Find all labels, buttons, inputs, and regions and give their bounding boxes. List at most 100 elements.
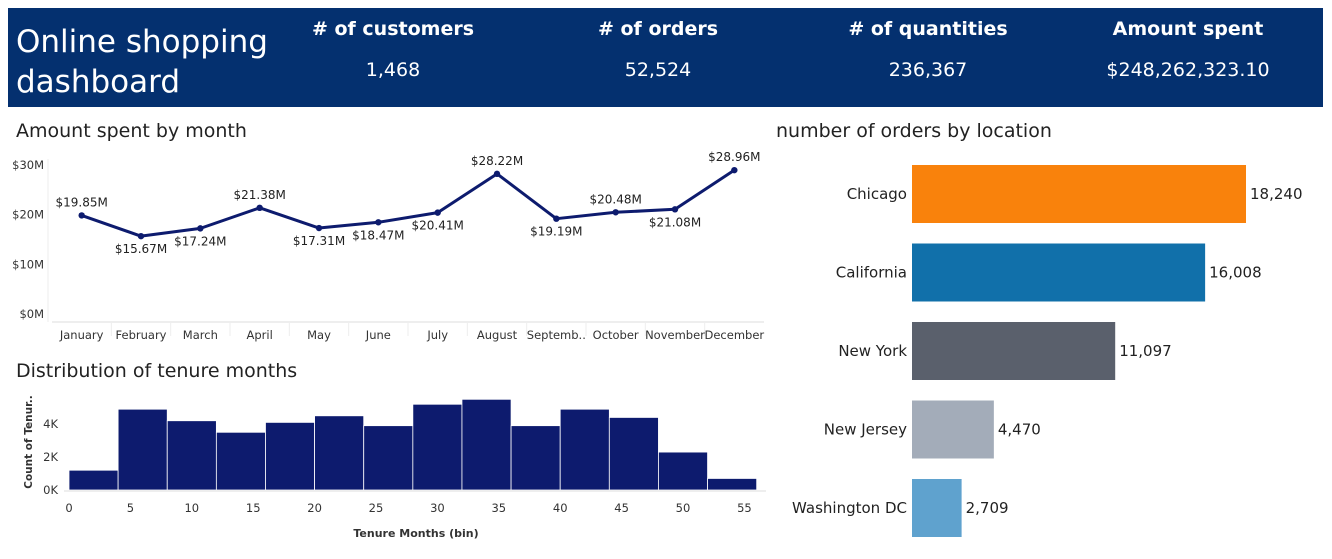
histogram-bar: [363, 425, 414, 491]
y-tick-label: $30M: [12, 158, 44, 172]
orders-by-location-chart: Chicago 18,240 California 16,008 New York 11,…: [792, 165, 1303, 537]
bar-value-label: 4,470: [998, 421, 1041, 439]
orders-by-location-title: number of orders by location: [776, 120, 1052, 142]
histogram-bar: [461, 398, 512, 491]
data-point: [315, 224, 323, 232]
histogram-bar: [559, 408, 610, 491]
bar: [912, 322, 1116, 380]
histogram-bar: [215, 431, 266, 491]
x-tick-label: 45: [614, 501, 629, 515]
histogram-bar: [68, 469, 119, 491]
bar: [912, 400, 994, 459]
x-tick-label: 55: [737, 501, 752, 515]
data-point: [197, 225, 204, 232]
data-label: $20.48M: [589, 192, 641, 206]
data-label: $15.67M: [115, 242, 167, 256]
y-tick-label: $20M: [12, 208, 44, 222]
histogram-bar: [608, 417, 659, 491]
data-label: $19.19M: [530, 225, 582, 239]
dashboard-title-line1: Online shopping: [16, 24, 268, 60]
bar: [912, 243, 1206, 302]
kpi-customers-label: # of customers: [311, 18, 475, 40]
data-point: [137, 232, 145, 240]
kpi-quantities-value: 236,367: [888, 59, 968, 81]
data-point: [375, 219, 382, 226]
y-tick-label: $0M: [19, 307, 44, 321]
data-label: $28.22M: [471, 154, 523, 168]
y-tick-label: 2K: [43, 450, 58, 464]
bar: [912, 165, 1246, 223]
x-tick-label: March: [183, 328, 218, 342]
dashboard-title: Online shopping dashboard: [16, 22, 276, 102]
bar: [912, 479, 962, 537]
x-axis-title: Tenure Months (bin): [353, 527, 478, 540]
kpi-amount-label: Amount spent: [1112, 18, 1264, 40]
x-tick-label: 40: [553, 501, 568, 515]
x-tick-label: 0: [65, 501, 72, 515]
bar-value-label: 18,240: [1250, 185, 1303, 203]
x-tick-label: May: [307, 328, 331, 342]
x-tick-label: 30: [430, 501, 445, 515]
x-tick-label: 50: [676, 501, 691, 515]
data-label: $21.08M: [649, 215, 701, 229]
data-point: [493, 170, 501, 178]
data-point: [78, 212, 85, 219]
kpi-amount: Amount spent $248,262,323.10: [1088, 8, 1288, 82]
kpi-quantities-label: # of quantities: [848, 18, 1008, 40]
histogram-bar: [510, 425, 561, 491]
bar-value-label: 16,008: [1209, 264, 1262, 282]
x-tick-label: October: [593, 328, 639, 342]
bar-category-label: California: [836, 264, 907, 282]
kpi-customers-value: 1,468: [365, 59, 421, 81]
x-tick-label: 5: [127, 501, 134, 515]
histogram-bar: [314, 415, 365, 491]
data-label: $17.31M: [293, 234, 345, 248]
bar-category-label: New Jersey: [824, 421, 907, 439]
x-tick-label: April: [247, 328, 273, 342]
histogram-bar: [117, 408, 168, 491]
amount-by-month-chart: $0M $10M $20M $30M January February March April…: [12, 150, 765, 342]
data-label: $17.24M: [174, 234, 226, 248]
histogram-bar: [658, 451, 708, 491]
bar-value-label: 2,709: [966, 499, 1009, 517]
dashboard-header: Online shopping dashboard # of customers…: [8, 8, 1323, 107]
histogram-bar: [265, 421, 316, 491]
x-tick-label: 15: [246, 501, 261, 515]
y-tick-label: 4K: [43, 417, 58, 431]
data-label: $18.47M: [352, 228, 404, 242]
data-point: [731, 166, 738, 174]
tenure-distribution-chart: 0K 2K 4K 0 5 10 15 20 25 30 35 40 45 50 55 Tenure Month…: [23, 395, 766, 540]
data-label: $19.85M: [55, 195, 107, 209]
x-tick-label: February: [116, 328, 167, 342]
x-tick-label: 20: [307, 501, 322, 515]
series-line: [81, 168, 736, 238]
x-tick-label: Septemb..: [527, 328, 586, 342]
x-tick-label: 35: [491, 501, 506, 515]
x-tick-label: June: [365, 328, 391, 342]
kpi-orders: # of orders 52,524: [568, 8, 748, 82]
kpi-orders-label: # of orders: [597, 18, 719, 40]
tenure-distribution-title: Distribution of tenure months: [16, 360, 298, 382]
x-tick-label: January: [59, 328, 104, 342]
bar-category-label: New York: [838, 342, 907, 360]
kpi-quantities: # of quantities 236,367: [828, 8, 1028, 82]
histogram-bar: [412, 403, 463, 491]
data-label: $20.41M: [411, 219, 463, 233]
data-point: [612, 209, 619, 216]
x-tick-label: December: [705, 328, 765, 342]
x-tick-label: August: [477, 328, 518, 342]
data-point: [553, 215, 560, 222]
x-tick-label: July: [426, 328, 448, 342]
bar-value-label: 11,097: [1119, 342, 1172, 360]
kpi-amount-value: $248,262,323.10: [1106, 59, 1270, 81]
data-point: [434, 209, 441, 216]
x-tick-label: 25: [369, 501, 384, 515]
data-point: [671, 206, 679, 213]
data-point: [256, 204, 263, 212]
y-tick-label: $10M: [12, 257, 44, 271]
x-tick-label: November: [645, 328, 705, 342]
kpi-orders-value: 52,524: [624, 59, 692, 81]
kpi-customers: # of customers 1,468: [298, 8, 488, 82]
data-label: $28.96M: [708, 150, 760, 164]
dashboard-title-line2: dashboard: [16, 64, 180, 100]
